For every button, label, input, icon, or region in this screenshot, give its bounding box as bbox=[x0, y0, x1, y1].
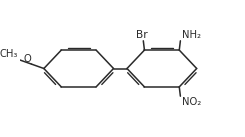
Text: CH₃: CH₃ bbox=[0, 49, 18, 59]
Text: O: O bbox=[23, 54, 31, 64]
Text: Br: Br bbox=[136, 30, 148, 40]
Text: NO₂: NO₂ bbox=[182, 97, 201, 107]
Text: NH₂: NH₂ bbox=[182, 30, 200, 40]
